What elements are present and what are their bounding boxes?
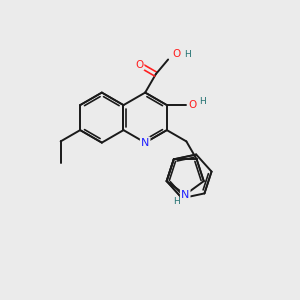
Text: O: O [188, 100, 196, 110]
Text: H: H [184, 50, 190, 59]
Text: N: N [181, 190, 189, 200]
Text: H: H [174, 196, 180, 206]
Text: H: H [199, 97, 206, 106]
Text: N: N [141, 138, 149, 148]
Text: O: O [172, 49, 181, 59]
Text: O: O [135, 60, 143, 70]
